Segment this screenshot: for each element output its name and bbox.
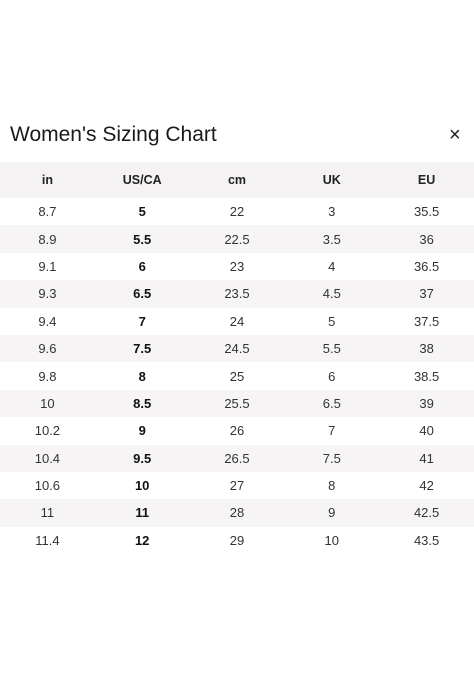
table-cell: 6.5 [284, 389, 380, 418]
table-cell: 10.6 [34, 478, 61, 494]
close-button[interactable]: × [449, 124, 461, 146]
table-cell: 36.5 [413, 258, 440, 274]
table-row: 9.4 7 24 5 37.5 [0, 308, 474, 335]
table-cell: 3.5 [284, 225, 380, 253]
table-cell: 35.5 [413, 204, 440, 220]
table-cell: 8.9 [0, 225, 95, 253]
table-cell: 26 [229, 423, 245, 439]
table-cell: 25 [229, 368, 245, 384]
table-cell: 24 [229, 313, 245, 329]
column-header: EU [379, 162, 474, 198]
table-cell: 42.5 [379, 499, 474, 527]
table-cell: 7.5 [284, 444, 380, 472]
table-row: 8.7 5 22 3 35.5 [0, 198, 474, 225]
table-cell: 12 [134, 532, 150, 548]
table-cell: 11 [0, 499, 95, 527]
table-cell: 9.5 [94, 444, 190, 472]
table-cell: 5.5 [94, 225, 190, 253]
table-cell: 39 [379, 389, 474, 418]
title: Women's Sizing Chart [10, 123, 217, 146]
table-cell: 37.5 [413, 313, 440, 329]
table-cell: 43.5 [413, 532, 440, 548]
table-row: 10.6 10 27 8 42 [0, 472, 474, 499]
table-row: 10 8.5 25.5 6.5 39 [0, 389, 474, 418]
table-cell: 23.5 [189, 280, 285, 308]
sizing-table: in US/CA cm UK EU 8.7 5 22 3 35.5 8.9 5.5 22.5 3.5 36… [0, 162, 474, 554]
table-row: 11 11 28 9 42.5 [0, 499, 474, 527]
table-row: 10.2 9 26 7 40 [0, 417, 474, 444]
table-cell: 8.5 [94, 389, 190, 418]
table-cell: 10.4 [0, 444, 95, 472]
table-row: 9.8 8 25 6 38.5 [0, 362, 474, 389]
table-cell: 38.5 [413, 368, 440, 384]
table-cell: 6.5 [94, 280, 190, 308]
table-cell: 9 [138, 423, 146, 439]
table-row: 9.1 6 23 4 36.5 [0, 253, 474, 280]
table-cell: 25.5 [189, 389, 285, 418]
table-row: 11.4 12 29 10 43.5 [0, 527, 474, 554]
table-cell: 42 [419, 478, 434, 494]
table-cell: 23 [229, 258, 245, 274]
table-cell: 9 [284, 499, 380, 527]
table-cell: 9.8 [38, 368, 57, 384]
table-cell: 10.2 [34, 423, 61, 439]
table-cell: 8.7 [38, 204, 57, 220]
table-cell: 5.5 [284, 334, 380, 363]
table-cell: 7 [138, 313, 146, 329]
table-row: 10.4 9.5 26.5 7.5 41 [0, 444, 474, 472]
column-header: in [0, 162, 95, 198]
table-cell: 24.5 [189, 334, 285, 363]
table-row: 9.3 6.5 23.5 4.5 37 [0, 280, 474, 308]
table-cell: 8 [138, 368, 146, 384]
table-cell: 10 [324, 532, 340, 548]
table-cell: 4.5 [284, 280, 380, 308]
header-row: in US/CA cm UK EU [0, 162, 474, 198]
table-cell: 22.5 [189, 225, 285, 253]
table-row: 8.9 5.5 22.5 3.5 36 [0, 225, 474, 253]
table-cell: 29 [229, 532, 245, 548]
table-cell: 9.4 [38, 313, 57, 329]
table-cell: 9.6 [0, 334, 95, 363]
table-cell: 26.5 [189, 444, 285, 472]
table-cell: 6 [138, 258, 146, 274]
table-cell: 40 [419, 423, 434, 439]
table-cell: 10 [0, 389, 95, 418]
column-header: US/CA [94, 162, 190, 198]
column-header: UK [284, 162, 380, 198]
table-row: 9.6 7.5 24.5 5.5 38 [0, 334, 474, 363]
table-cell: 4 [328, 258, 336, 274]
table-cell: 37 [379, 280, 474, 308]
table-cell: 10 [134, 478, 150, 494]
table-cell: 22 [229, 204, 245, 220]
table-cell: 41 [379, 444, 474, 472]
table-cell: 11 [94, 499, 190, 527]
table-cell: 3 [328, 204, 336, 220]
table-cell: 11.4 [35, 532, 60, 548]
table-cell: 7.5 [94, 334, 190, 363]
table-cell: 7 [328, 423, 336, 439]
column-header: cm [189, 162, 285, 198]
table-body: 8.7 5 22 3 35.5 8.9 5.5 22.5 3.5 36 9.1 6 23 4 36.5 9.3… [0, 198, 474, 554]
table-cell: 9.3 [0, 280, 95, 308]
table-cell: 5 [328, 313, 336, 329]
table-cell: 28 [189, 499, 285, 527]
table-cell: 36 [379, 225, 474, 253]
table-cell: 5 [138, 204, 146, 220]
table-cell: 38 [379, 334, 474, 363]
table-cell: 6 [328, 368, 336, 384]
table-cell: 9.1 [38, 258, 57, 274]
table-cell: 8 [328, 478, 336, 494]
table-cell: 27 [229, 478, 245, 494]
